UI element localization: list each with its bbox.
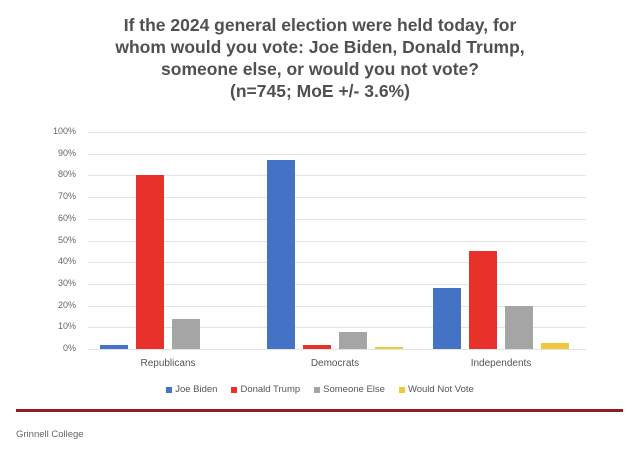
legend-label: Donald Trump: [240, 384, 301, 395]
gridline: [88, 240, 586, 242]
gridline: [88, 218, 586, 220]
legend-label: Would Not Vote: [407, 384, 474, 395]
legend-swatch-icon: [314, 386, 321, 393]
chart-title: If the 2024 general election were held t…: [0, 14, 640, 102]
gridline: [88, 327, 586, 329]
legend: Joe Biden Donald Trump Someone Else Would N…: [0, 384, 640, 395]
gridline: [88, 132, 586, 133]
y-tick-label: 50%: [57, 234, 76, 245]
gridline: [88, 262, 586, 264]
legend-item: Would Not Vote: [398, 384, 474, 395]
bar-joe-biden: [433, 288, 461, 349]
bar-joe-biden: [267, 160, 295, 349]
gridline: [88, 283, 586, 285]
x-category-label: Democrats: [310, 358, 360, 369]
y-tick-label: 100%: [52, 126, 76, 136]
title-line-1: If the 2024 general election were held t…: [123, 15, 517, 35]
y-tick-label: 70%: [57, 191, 76, 202]
y-tick-label: 60%: [57, 212, 76, 223]
bar-donald-trump: [136, 175, 164, 349]
bar-donald-trump: [303, 344, 331, 349]
legend-swatch-icon: [231, 386, 238, 393]
bar-donald-trump: [469, 251, 497, 349]
title-line-3: someone else, or would you not vote?: [161, 59, 479, 79]
x-category-label: Independents: [470, 358, 532, 369]
bar-joe-biden: [100, 344, 128, 349]
y-tick-label: 20%: [57, 299, 76, 310]
bar-would-not-vote: [375, 346, 403, 349]
legend-item: Donald Trump: [231, 384, 300, 395]
legend-label: Joe Biden: [175, 384, 218, 395]
source-caption: Grinnell College: [16, 429, 84, 440]
legend-swatch-icon: [398, 386, 405, 393]
gridline: [88, 349, 586, 350]
y-tick-label: 30%: [57, 277, 76, 288]
legend-swatch-icon: [166, 386, 173, 393]
y-tick-label: 0%: [62, 343, 76, 353]
y-tick-label: 80%: [57, 169, 76, 180]
title-line-2: whom would you vote: Joe Biden, Donald T…: [115, 37, 525, 57]
legend-label: Someone Else: [323, 384, 385, 395]
title-line-4: (n=745; MoE +/- 3.6%): [230, 81, 410, 101]
x-category-label: Republicans: [140, 358, 196, 369]
y-tick-label: 90%: [57, 147, 76, 158]
gridline: [88, 175, 586, 177]
bar-someone-else: [339, 331, 367, 349]
bar-someone-else: [505, 305, 533, 349]
gridline: [88, 305, 586, 307]
legend-item: Someone Else: [314, 384, 385, 395]
y-tick-label: 40%: [57, 256, 76, 267]
y-tick-label: 10%: [57, 321, 76, 332]
bar-someone-else: [172, 318, 200, 349]
divider-rule: [16, 409, 623, 412]
bar-would-not-vote: [541, 342, 569, 349]
gridline: [88, 153, 586, 155]
legend-item: Joe Biden: [166, 384, 217, 395]
gridline: [88, 197, 586, 199]
plot-area: [88, 132, 586, 350]
